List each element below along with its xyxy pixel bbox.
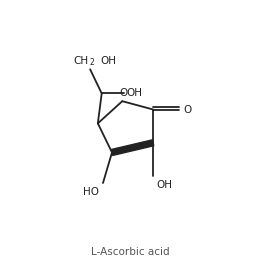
Text: O: O xyxy=(119,88,128,98)
Text: OH: OH xyxy=(100,56,116,66)
Text: O: O xyxy=(184,104,192,115)
Polygon shape xyxy=(111,140,154,155)
Text: CH: CH xyxy=(74,56,89,66)
Text: OH: OH xyxy=(156,180,172,190)
Text: HO: HO xyxy=(83,187,99,197)
Text: L-Ascorbic acid: L-Ascorbic acid xyxy=(91,247,169,257)
Text: 2: 2 xyxy=(90,58,95,67)
Text: OH: OH xyxy=(127,88,143,99)
